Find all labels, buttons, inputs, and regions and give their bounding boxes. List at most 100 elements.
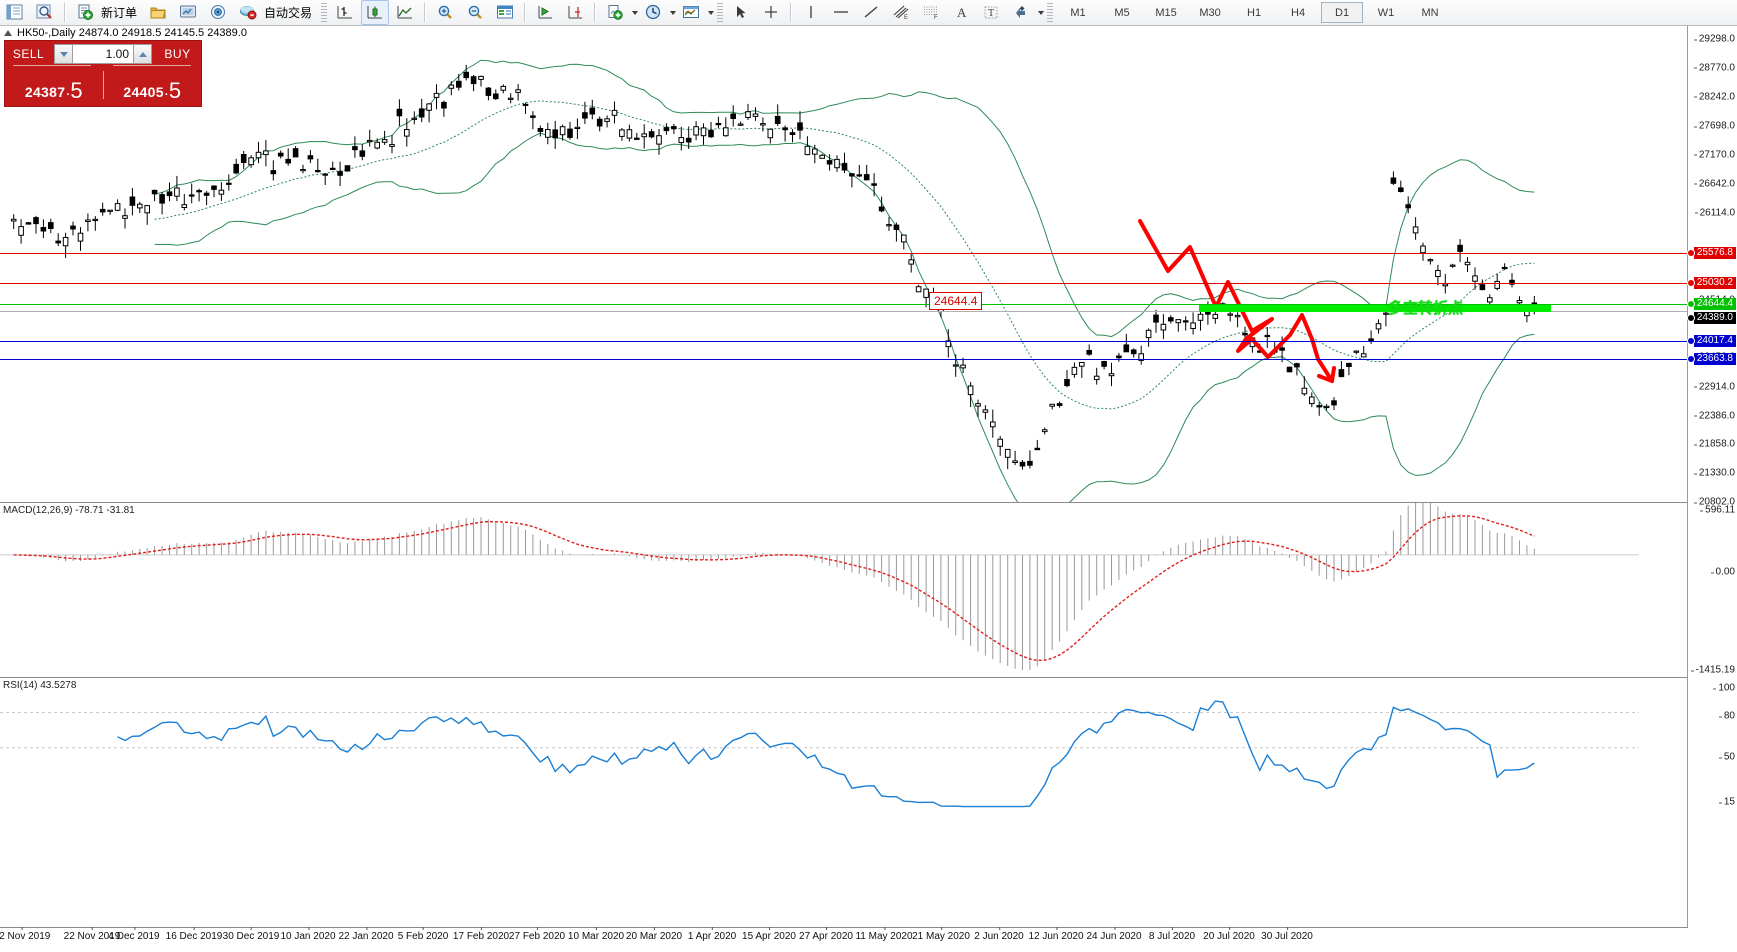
price-tick: 26114.0 xyxy=(1694,207,1735,219)
line-chart-icon[interactable] xyxy=(391,0,419,25)
new-order-label[interactable]: 新订单 xyxy=(101,6,138,20)
buy-underline xyxy=(113,65,191,66)
new-chart-icon[interactable] xyxy=(601,0,629,25)
price-tick: 20802.0 xyxy=(1693,496,1735,508)
chart-title-bar: HK50-,Daily 24874.0 24918.5 24145.5 2438… xyxy=(0,26,247,39)
price-divider xyxy=(102,71,104,99)
new-chart-dropdown-caret[interactable] xyxy=(632,10,639,15)
macd-label: MACD(12,26,9) -78.71 -31.81 xyxy=(3,505,135,516)
volume-decrease-button[interactable] xyxy=(54,44,73,64)
buy-price[interactable]: 24405 . 5 xyxy=(104,67,202,103)
buy-price-integer: 24405 xyxy=(123,84,164,100)
price-tag-support[interactable]: 23663.8 xyxy=(1686,353,1736,365)
collapse-triangle-icon[interactable] xyxy=(4,29,12,36)
date-tick-label: 15 Apr 2020 xyxy=(742,927,796,942)
vertical-line-icon[interactable] xyxy=(797,0,825,25)
turning-point-annotation[interactable]: 多空转折点 xyxy=(1388,300,1464,317)
sell-price[interactable]: 24387 . 5 xyxy=(5,67,103,103)
bar-chart-icon[interactable] xyxy=(331,0,359,25)
candlestick-chart-icon[interactable] xyxy=(361,0,390,25)
navigator-icon[interactable] xyxy=(204,0,232,25)
toolbar-grip[interactable] xyxy=(321,3,328,22)
market-watch-icon[interactable] xyxy=(1,0,29,25)
value-axis[interactable]: 29298.0 28770.0 28242.0 27698.0 27170.0 26642… xyxy=(1686,26,1737,927)
price-tag-marker xyxy=(1686,355,1695,363)
timeframe-m15[interactable]: M15 xyxy=(1155,6,1177,19)
price-callout-box[interactable]: 24644.4 xyxy=(929,292,983,310)
resistance-line-25576[interactable] xyxy=(0,253,1688,254)
support-line-23663[interactable] xyxy=(0,359,1688,360)
crosshair-icon[interactable] xyxy=(757,0,785,25)
volume-increase-button[interactable] xyxy=(133,44,152,64)
volume-stepper[interactable]: 1.00 xyxy=(54,44,152,64)
chevron-up-icon xyxy=(138,51,147,57)
template-dropdown-caret[interactable] xyxy=(708,10,715,15)
volume-input[interactable]: 1.00 xyxy=(73,44,133,64)
macd-pane[interactable]: MACD(12,26,9) -78.71 -31.81 xyxy=(0,502,1688,678)
price-tag-resistance[interactable]: 25030.2 xyxy=(1686,277,1736,289)
cursor-icon[interactable] xyxy=(727,0,755,25)
page-title: HK50-,Daily 24874.0 24918.5 24145.5 2438… xyxy=(17,26,247,39)
pivot-line-24644[interactable] xyxy=(0,304,1688,305)
price-tag-last-price[interactable]: 24389.0 xyxy=(1686,312,1736,324)
timeframe-m5[interactable]: M5 xyxy=(1114,6,1130,19)
timeframe-d1[interactable]: D1 xyxy=(1321,2,1364,23)
period-clock-icon[interactable] xyxy=(639,0,667,25)
period-dropdown-caret[interactable] xyxy=(670,10,677,15)
trendline-icon[interactable] xyxy=(857,0,885,25)
rsi-tick: 15 xyxy=(1718,796,1735,808)
data-window-icon[interactable] xyxy=(31,0,59,25)
arrows-icon[interactable] xyxy=(1007,0,1035,25)
autotrading-label[interactable]: 自动交易 xyxy=(264,6,313,20)
turning-point-band[interactable] xyxy=(1199,305,1551,312)
data-grid-icon[interactable] xyxy=(491,0,519,25)
rsi-pane[interactable]: RSI(14) 43.5278 xyxy=(0,677,1688,928)
timeframe-mn[interactable]: MN xyxy=(1421,6,1439,19)
price-chart-canvas xyxy=(10,59,1538,502)
price-tag-pivot[interactable]: 24644.4 xyxy=(1686,298,1736,310)
timeframe-m1[interactable]: M1 xyxy=(1070,6,1086,19)
zoom-in-icon[interactable] xyxy=(431,0,459,25)
timeframe-h1[interactable]: H1 xyxy=(1247,6,1262,19)
price-tag-support[interactable]: 24017.4 xyxy=(1686,335,1736,347)
text-label-icon[interactable]: A xyxy=(947,0,975,25)
price-tick: 29298.0 xyxy=(1693,33,1735,45)
template-icon[interactable] xyxy=(677,0,705,25)
price-tick: 21330.0 xyxy=(1693,467,1735,479)
fibonacci-icon[interactable]: F xyxy=(917,0,945,25)
last-price-line-24389 xyxy=(0,311,1688,312)
zoom-out-icon[interactable] xyxy=(461,0,489,25)
timeframe-h4[interactable]: H4 xyxy=(1291,6,1306,19)
horizontal-line-icon[interactable] xyxy=(827,0,855,25)
equidistant-channel-icon[interactable]: E xyxy=(887,0,915,25)
one-click-trading-panel[interactable]: SELL 1.00 BUY 24387 . 5 24405 . 5 xyxy=(4,40,202,107)
support-line-24017[interactable] xyxy=(0,341,1688,342)
macd-tick: -1415.19 xyxy=(1690,664,1735,676)
auto-scroll-icon[interactable] xyxy=(561,0,589,25)
shift-end-icon[interactable] xyxy=(531,0,559,25)
date-tick-label: 20 Mar 2020 xyxy=(625,927,683,942)
sell-price-dot: . xyxy=(66,86,70,98)
price-tag-marker xyxy=(1686,279,1695,287)
timeframe-w1[interactable]: W1 xyxy=(1377,6,1395,19)
buy-button[interactable]: BUY xyxy=(164,47,191,61)
sell-button[interactable]: SELL xyxy=(12,47,45,61)
toolbar-grip-3[interactable] xyxy=(1047,3,1054,22)
buy-price-dot: . xyxy=(164,86,168,98)
new-order-icon[interactable] xyxy=(71,0,99,25)
timeframe-m30[interactable]: M30 xyxy=(1199,6,1221,19)
price-tick: 28770.0 xyxy=(1693,62,1735,74)
terminal-icon[interactable] xyxy=(174,0,202,25)
toolbar-grip-2[interactable] xyxy=(717,3,724,22)
text-box-icon[interactable]: T xyxy=(977,0,1005,25)
folder-icon[interactable] xyxy=(144,0,172,25)
date-tick-label: 24 Jun 2020 xyxy=(1086,927,1142,942)
autotrading-icon[interactable] xyxy=(234,0,262,25)
price-tag-marker xyxy=(1686,300,1695,308)
price-pane[interactable] xyxy=(0,39,1688,502)
resistance-line-25030[interactable] xyxy=(0,283,1688,284)
arrows-dropdown-caret[interactable] xyxy=(1038,10,1045,15)
svg-text:T: T xyxy=(988,8,994,19)
price-tag-resistance[interactable]: 25576.8 xyxy=(1686,247,1736,259)
